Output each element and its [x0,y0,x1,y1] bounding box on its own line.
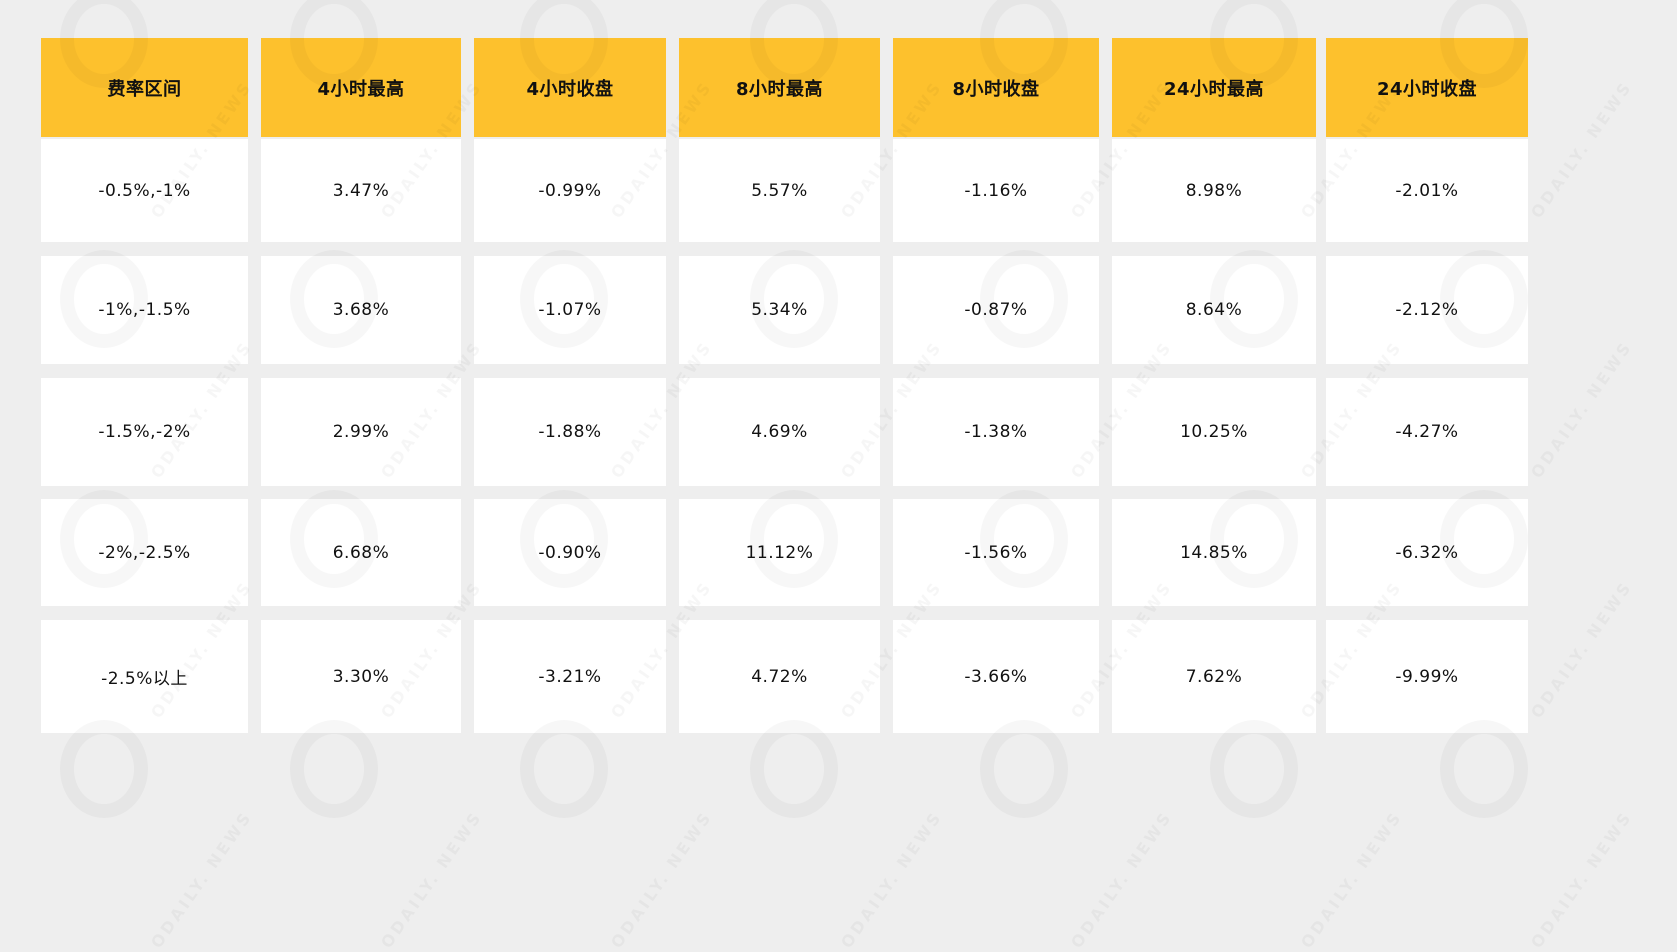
table-cell: 3.30% [261,620,461,733]
table-cell: -1.56% [893,499,1099,606]
table-cell: 4.69% [679,378,880,486]
watermark-text: ODAILY. NEWS [1297,807,1406,951]
watermark-logo-icon [290,720,378,818]
watermark-logo-icon [750,720,838,818]
watermark-text: ODAILY. NEWS [147,807,256,951]
row-label-cell: -0.5%,-1% [41,139,248,242]
watermark-logo-icon [520,720,608,818]
column-header: 4小时收盘 [474,38,666,137]
table-cell: -2.12% [1326,256,1528,364]
table-cell: -6.32% [1326,499,1528,606]
table-cell: 14.85% [1112,499,1316,606]
watermark-logo-icon [60,720,148,818]
table-cell: 4.72% [679,620,880,733]
watermark-text: ODAILY. NEWS [1527,807,1636,951]
watermark-logo-icon [980,720,1068,818]
watermark-text: ODAILY. NEWS [1527,77,1636,221]
table-cell: 5.57% [679,139,880,242]
column-header: 8小时收盘 [893,38,1099,137]
row-label-cell: -2.5%以上 [41,620,248,733]
table-cell: 11.12% [679,499,880,606]
row-label-cell: -1.5%,-2% [41,378,248,486]
table-cell: 3.47% [261,139,461,242]
watermark-text: ODAILY. NEWS [607,807,716,951]
page: { "colors": {"background": "#eeeeee", "h… [41,38,1636,818]
watermark-text: ODAILY. NEWS [1527,577,1636,721]
table-cell: -0.87% [893,256,1099,364]
row-label-cell: -1%,-1.5% [41,256,248,364]
table-cell: 8.98% [1112,139,1316,242]
watermark-text: ODAILY. NEWS [837,807,946,951]
row-label-cell: -2%,-2.5% [41,499,248,606]
column-header: 4小时最高 [261,38,461,137]
table-cell: -9.99% [1326,620,1528,733]
table-cell: 10.25% [1112,378,1316,486]
table-cell: -1.07% [474,256,666,364]
table-cell: -0.90% [474,499,666,606]
watermark-text: ODAILY. NEWS [1067,807,1176,951]
table-cell: 5.34% [679,256,880,364]
table-cell: -1.38% [893,378,1099,486]
table-cell: 2.99% [261,378,461,486]
table-cell: -4.27% [1326,378,1528,486]
column-header: 24小时最高 [1112,38,1316,137]
watermark-text: ODAILY. NEWS [377,807,486,951]
table-cell: -2.01% [1326,139,1528,242]
table-cell: 3.68% [261,256,461,364]
table-cell: 8.64% [1112,256,1316,364]
table-cell: -0.99% [474,139,666,242]
table-cell: -3.21% [474,620,666,733]
table-cell: -1.16% [893,139,1099,242]
column-header: 费率区间 [41,38,248,137]
table-cell: 7.62% [1112,620,1316,733]
watermark-logo-icon [1210,720,1298,818]
table-cell: -1.88% [474,378,666,486]
watermark-text: ODAILY. NEWS [1527,337,1636,481]
table-cell: -3.66% [893,620,1099,733]
column-header: 8小时最高 [679,38,880,137]
table-cell: 6.68% [261,499,461,606]
watermark-logo-icon [1440,720,1528,818]
column-header: 24小时收盘 [1326,38,1528,137]
